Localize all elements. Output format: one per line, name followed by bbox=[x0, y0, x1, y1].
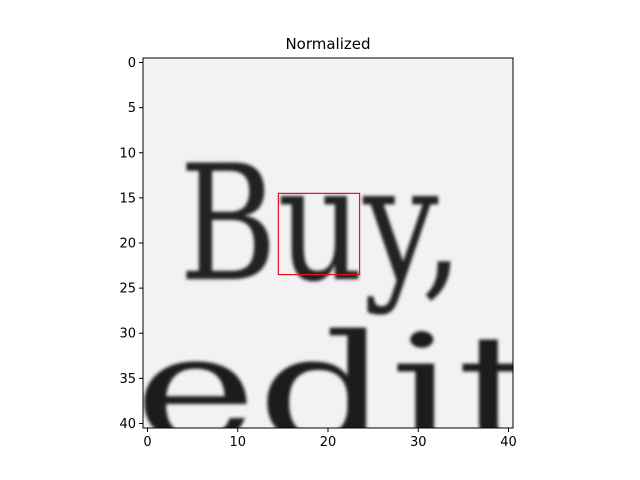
y-tick-label: 10 bbox=[119, 146, 136, 161]
normalized-image: Buy,edit bbox=[134, 58, 540, 478]
x-tick-label: 0 bbox=[143, 435, 151, 450]
x-tick-label: 20 bbox=[320, 435, 337, 450]
x-tick-label: 30 bbox=[410, 435, 427, 450]
y-tick-label: 20 bbox=[119, 237, 136, 252]
y-tick-label: 25 bbox=[119, 282, 136, 297]
x-axis: 0 10 20 30 40 bbox=[143, 428, 517, 450]
plot-title: Normalized bbox=[285, 35, 370, 53]
y-tick-label: 0 bbox=[128, 56, 136, 71]
highlight-box bbox=[277, 192, 361, 276]
y-tick-label: 35 bbox=[119, 372, 136, 387]
image-word-top: Buy, bbox=[179, 130, 463, 317]
y-tick-label: 5 bbox=[128, 101, 136, 116]
y-tick-label: 30 bbox=[119, 327, 136, 342]
y-axis: 0 5 10 15 20 25 30 35 40 bbox=[119, 56, 143, 432]
x-tick-label: 10 bbox=[229, 435, 246, 450]
x-tick-label: 40 bbox=[500, 435, 517, 450]
y-tick-label: 15 bbox=[119, 191, 136, 206]
image-word-bottom: edit bbox=[134, 304, 540, 478]
y-tick-label: 40 bbox=[119, 417, 136, 432]
